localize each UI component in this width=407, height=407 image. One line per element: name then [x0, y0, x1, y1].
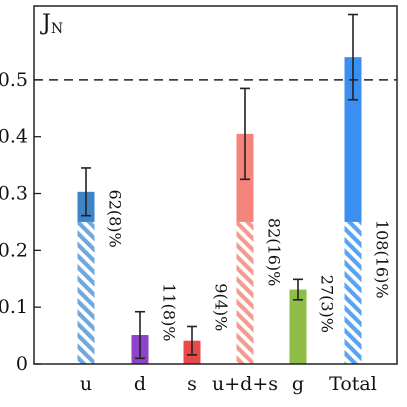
bar-hatched-segment: [236, 221, 254, 364]
data-label-g: 27(3)%: [318, 275, 337, 333]
error-bar-Total: [348, 13, 358, 101]
data-label-Total: 108(16)%: [373, 220, 392, 299]
plot-frame: [33, 5, 398, 365]
error-bar-u+d+s: [240, 87, 250, 181]
error-bar-g: [293, 278, 303, 301]
title-main: J: [40, 11, 51, 36]
bar-hatched-segment: [344, 221, 362, 364]
x-tick-label-u: u: [80, 373, 92, 395]
x-tick-label-g: g: [292, 373, 304, 395]
x-tick-label-Total: Total: [329, 373, 377, 395]
bar-g: [289, 289, 307, 364]
data-label-s: 9(4)%: [212, 283, 231, 331]
y-tick-label: 0.5: [0, 69, 28, 91]
x-tick-label-d: d: [134, 373, 146, 395]
y-tick-label: 0.2: [0, 239, 28, 261]
bar-solid-segment: [289, 289, 307, 364]
y-tick-label: 0.1: [0, 296, 28, 318]
y-tick-label: 0.4: [0, 126, 28, 148]
x-tick-label-s: s: [187, 373, 197, 395]
title-subscript: N: [51, 21, 63, 37]
y-axis: 0 0.1 0.2 0.3 0.4 0.5: [0, 69, 41, 375]
data-label-u+d+s: 82(16)%: [265, 218, 284, 286]
bar-Total: [344, 57, 362, 364]
x-tick-label-u+d+s: u+d+s: [212, 373, 278, 395]
data-label-d: 11(8)%: [160, 283, 179, 341]
error-bars-layer: [81, 13, 358, 360]
error-bar-u: [81, 167, 91, 217]
bar-hatched-segment: [77, 221, 95, 364]
y-tick-label: 0: [16, 353, 28, 375]
bar-solid-segment: [344, 57, 362, 222]
y-tick-label: 0.3: [0, 183, 28, 205]
chart-title: JN: [40, 11, 63, 37]
error-bar-s: [187, 325, 197, 356]
data-label-u: 62(8)%: [106, 190, 125, 248]
bar-u: [77, 191, 95, 364]
error-bar-d: [135, 310, 145, 360]
x-axis: u d s u+d+s g Total: [80, 373, 377, 395]
data-labels-layer: 62(8)% 11(8)% 9(4)% 82(16)% 27(3)% 108(16)%: [106, 190, 392, 342]
